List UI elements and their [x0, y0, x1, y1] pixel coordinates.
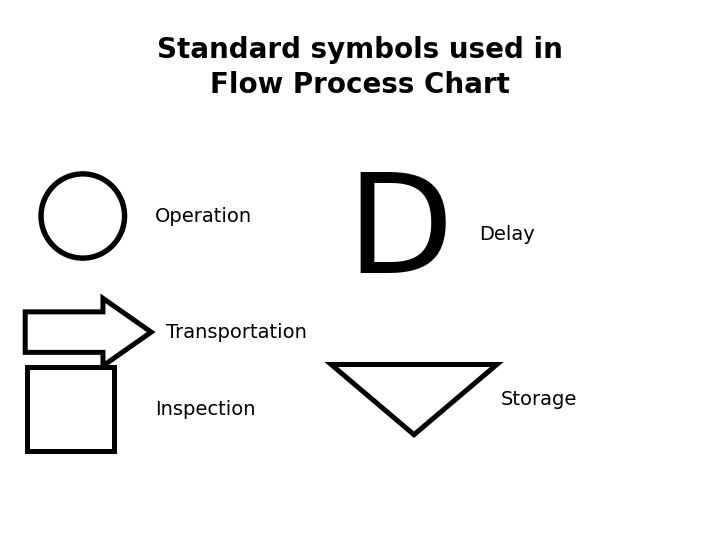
Polygon shape [331, 364, 497, 435]
FancyBboxPatch shape [27, 367, 114, 451]
Polygon shape [25, 298, 151, 366]
Text: Operation: Operation [155, 206, 252, 226]
Text: Inspection: Inspection [155, 400, 256, 419]
Text: D: D [346, 167, 453, 302]
Text: Delay: Delay [479, 225, 534, 245]
Text: Storage: Storage [500, 390, 577, 409]
Text: Standard symbols used in
Flow Process Chart: Standard symbols used in Flow Process Ch… [157, 36, 563, 99]
Text: Transportation: Transportation [166, 322, 307, 342]
